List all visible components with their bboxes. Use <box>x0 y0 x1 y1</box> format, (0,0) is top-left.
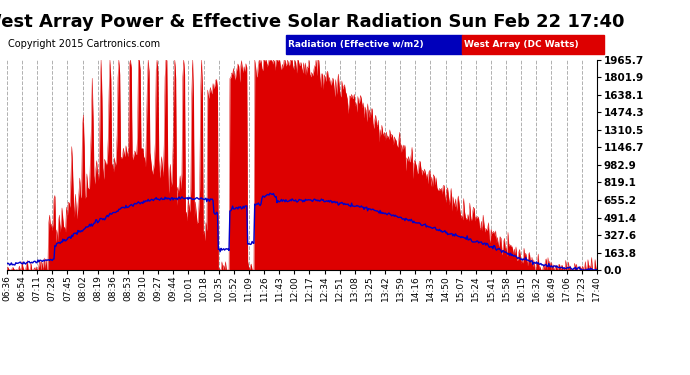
Text: Copyright 2015 Cartronics.com: Copyright 2015 Cartronics.com <box>8 39 160 50</box>
Text: Radiation (Effective w/m2): Radiation (Effective w/m2) <box>288 40 424 49</box>
Text: West Array (DC Watts): West Array (DC Watts) <box>464 40 579 49</box>
Text: West Array Power & Effective Solar Radiation Sun Feb 22 17:40: West Array Power & Effective Solar Radia… <box>0 13 625 31</box>
